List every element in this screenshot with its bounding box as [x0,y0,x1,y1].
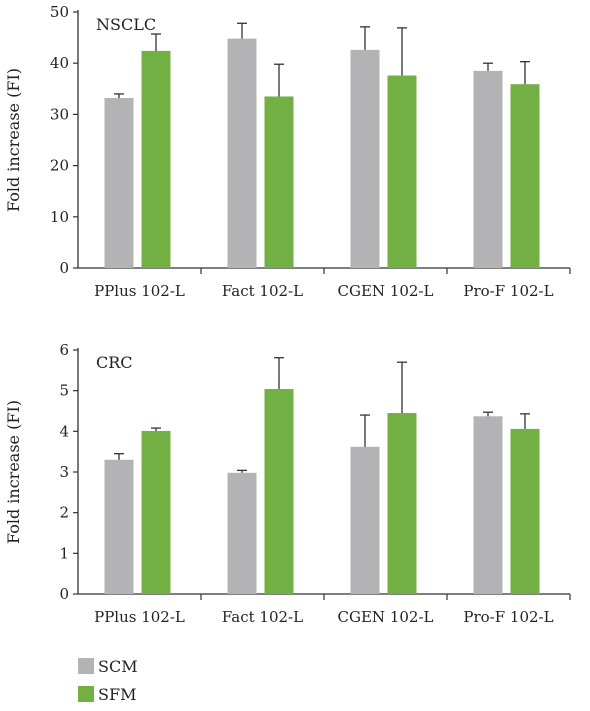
nsclc-bar-scm [473,70,503,268]
crc-bar-sfm [510,428,540,594]
nsclc-chart-title: NSCLC [96,15,156,34]
crc-x-tick-label: PPlus 102-L [94,608,185,626]
nsclc-x-tick-label: PPlus 102-L [94,282,185,300]
crc-bar-sfm [141,430,171,594]
nsclc-bar-scm [350,49,380,268]
nsclc-bar-scm [104,98,134,269]
crc-y-tick-label: 0 [59,585,69,603]
crc-y-tick-label: 2 [59,504,69,522]
nsclc-y-tick-label: 0 [59,259,69,277]
crc-y-axis-label: Fold increase (FI) [4,400,23,544]
crc-x-tick-label: Pro-F 102-L [463,608,553,626]
legend-swatch-scm [78,658,94,674]
nsclc-bar-scm [227,38,257,269]
crc-bar-scm [473,416,503,594]
nsclc-y-tick-label: 50 [50,3,69,21]
nsclc-y-tick-label: 40 [50,54,69,72]
crc-bar-sfm [387,413,417,594]
crc-x-tick-label: Fact 102-L [222,608,303,626]
crc-y-tick-label: 1 [59,544,69,562]
nsclc-x-tick-label: Pro-F 102-L [463,282,553,300]
nsclc-y-tick-label: 20 [50,157,69,175]
legend-item-sfm: SFM [78,680,138,708]
nsclc-x-tick-label: Fact 102-L [222,282,303,300]
legend-swatch-sfm [78,686,94,702]
crc-chart-title: CRC [96,353,133,372]
crc-y-tick-label: 4 [59,422,69,440]
legend-item-scm: SCM [78,652,138,680]
legend-label-sfm: SFM [98,684,137,704]
nsclc-bar-sfm [510,84,540,268]
nsclc-bar-sfm [141,50,171,268]
nsclc-y-tick-label: 10 [50,208,69,226]
crc-bar-scm [350,446,380,594]
nsclc-y-axis-label: Fold increase (FI) [4,68,23,212]
legend-label-scm: SCM [98,656,138,676]
crc-bar-scm [227,472,257,594]
crc-y-tick-label: 3 [59,463,69,481]
crc-y-tick-label: 5 [59,382,69,400]
legend: SCM SFM [78,652,138,708]
crc-bar-sfm [264,389,294,594]
crc-bar-scm [104,459,134,594]
nsclc-x-tick-label: CGEN 102-L [338,282,434,300]
nsclc-y-tick-label: 30 [50,105,69,123]
crc-x-tick-label: CGEN 102-L [338,608,434,626]
crc-y-tick-label: 6 [59,341,69,359]
nsclc-bar-sfm [387,75,417,268]
nsclc-bar-sfm [264,96,294,268]
